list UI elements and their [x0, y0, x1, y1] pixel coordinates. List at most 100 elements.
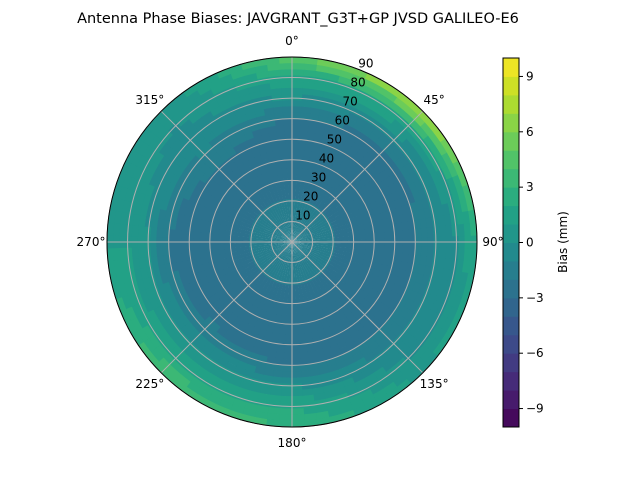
contour-cell: [181, 230, 188, 239]
contour-cell: [299, 346, 308, 353]
contour-cell: [396, 246, 403, 255]
contour-cell: [285, 143, 292, 150]
contour-cell: [119, 247, 126, 260]
contour-cell: [279, 408, 292, 415]
contour-cell: [125, 247, 132, 260]
contour-cell: [281, 81, 293, 88]
contour-cell: [156, 227, 163, 237]
contour-cell: [282, 100, 293, 107]
colorbar-band: [503, 224, 519, 243]
contour-cell: [292, 63, 305, 70]
contour-cell: [279, 414, 292, 421]
contour-cell: [384, 232, 391, 240]
contour-cell: [292, 143, 299, 150]
colorbar-tick-label: 6: [526, 125, 534, 139]
radial-tick-label: 80: [350, 76, 365, 90]
contour-cell: [285, 328, 292, 335]
contour-cell: [421, 247, 428, 257]
contour-cell: [279, 149, 286, 156]
contour-cell: [292, 112, 302, 119]
colorbar-band: [503, 58, 519, 77]
contour-cell: [212, 249, 219, 256]
contour-cell: [125, 224, 132, 237]
colorbar-band: [503, 298, 519, 317]
chart-title: Antenna Phase Biases: JAVGRANT_G3T+GP JV…: [77, 11, 519, 27]
contour-cell: [283, 174, 289, 181]
colorbar-tick-label: −9: [526, 402, 544, 416]
contour-cell: [291, 340, 299, 347]
contour-cell: [286, 316, 292, 323]
contour-cell: [187, 245, 194, 253]
contour-cell: [296, 309, 302, 316]
contour-cell: [396, 230, 403, 239]
contour-cell: [287, 303, 292, 310]
contour-cell: [291, 383, 302, 390]
colorbar-band: [503, 409, 519, 428]
angular-tick-label: 270°: [77, 235, 106, 249]
contour-cell: [292, 69, 305, 76]
contour-cell: [181, 245, 188, 254]
contour-cell: [150, 246, 157, 257]
contour-cell: [283, 106, 293, 113]
contour-cell: [366, 234, 373, 240]
contour-cell: [281, 162, 287, 169]
contour-cell: [297, 321, 304, 328]
contour-cell: [282, 365, 292, 372]
contour-cell: [292, 81, 304, 88]
contour-cell: [199, 232, 206, 239]
contour-cell: [285, 334, 292, 341]
contour-cell: [298, 327, 305, 334]
contour-cell: [378, 232, 385, 239]
contour-cell: [291, 396, 303, 403]
contour-cell: [353, 235, 360, 240]
contour-cell: [378, 245, 385, 252]
contour-cell: [433, 247, 440, 258]
colorbar-tick-label: 3: [526, 180, 534, 194]
contour-cell: [282, 371, 292, 378]
contour-cell: [175, 229, 182, 238]
contour-cell: [280, 69, 293, 76]
contour-cell: [292, 322, 299, 329]
contour-cell: [280, 396, 292, 403]
contour-cell: [284, 131, 292, 138]
colorbar-band: [503, 169, 519, 188]
contour-cell: [279, 402, 292, 409]
contour-cell: [284, 340, 292, 347]
angular-tick-label: 45°: [423, 93, 444, 107]
contour-cell: [291, 402, 304, 409]
contour-cell: [292, 94, 303, 101]
colorbar-band: [503, 372, 519, 391]
contour-cell: [292, 328, 299, 335]
contour-cell: [451, 225, 458, 238]
contour-cell: [281, 383, 292, 390]
angular-tick-label: 180°: [278, 436, 307, 450]
colorbar-tick-label: 0: [526, 236, 534, 250]
radial-tick-label: 30: [311, 171, 326, 185]
contour-cell: [298, 340, 306, 347]
contour-cell: [199, 245, 206, 252]
contour-cell: [372, 233, 379, 240]
contour-cell: [365, 228, 372, 235]
contour-cell: [286, 149, 293, 156]
contour-cell: [292, 155, 299, 162]
contour-cell: [427, 227, 434, 238]
colorbar-tick-label: −3: [526, 291, 544, 305]
contour-cell: [415, 228, 422, 238]
contour-cell: [439, 226, 446, 238]
radial-tick-label: 90: [358, 57, 373, 71]
contour-cell: [285, 137, 293, 144]
contour-cell: [279, 63, 292, 70]
radial-tick-label: 50: [327, 133, 342, 147]
contour-cell: [291, 414, 304, 421]
contour-cell: [291, 377, 302, 384]
colorbar-band: [503, 187, 519, 206]
contour-cell: [292, 124, 301, 131]
colorbar-band: [503, 335, 519, 354]
colorbar-band: [503, 390, 519, 409]
contour-cell: [162, 246, 169, 256]
contour-cell: [292, 137, 300, 144]
contour-cell: [402, 246, 409, 255]
contour-cell: [291, 365, 301, 372]
contour-cell: [291, 353, 300, 360]
